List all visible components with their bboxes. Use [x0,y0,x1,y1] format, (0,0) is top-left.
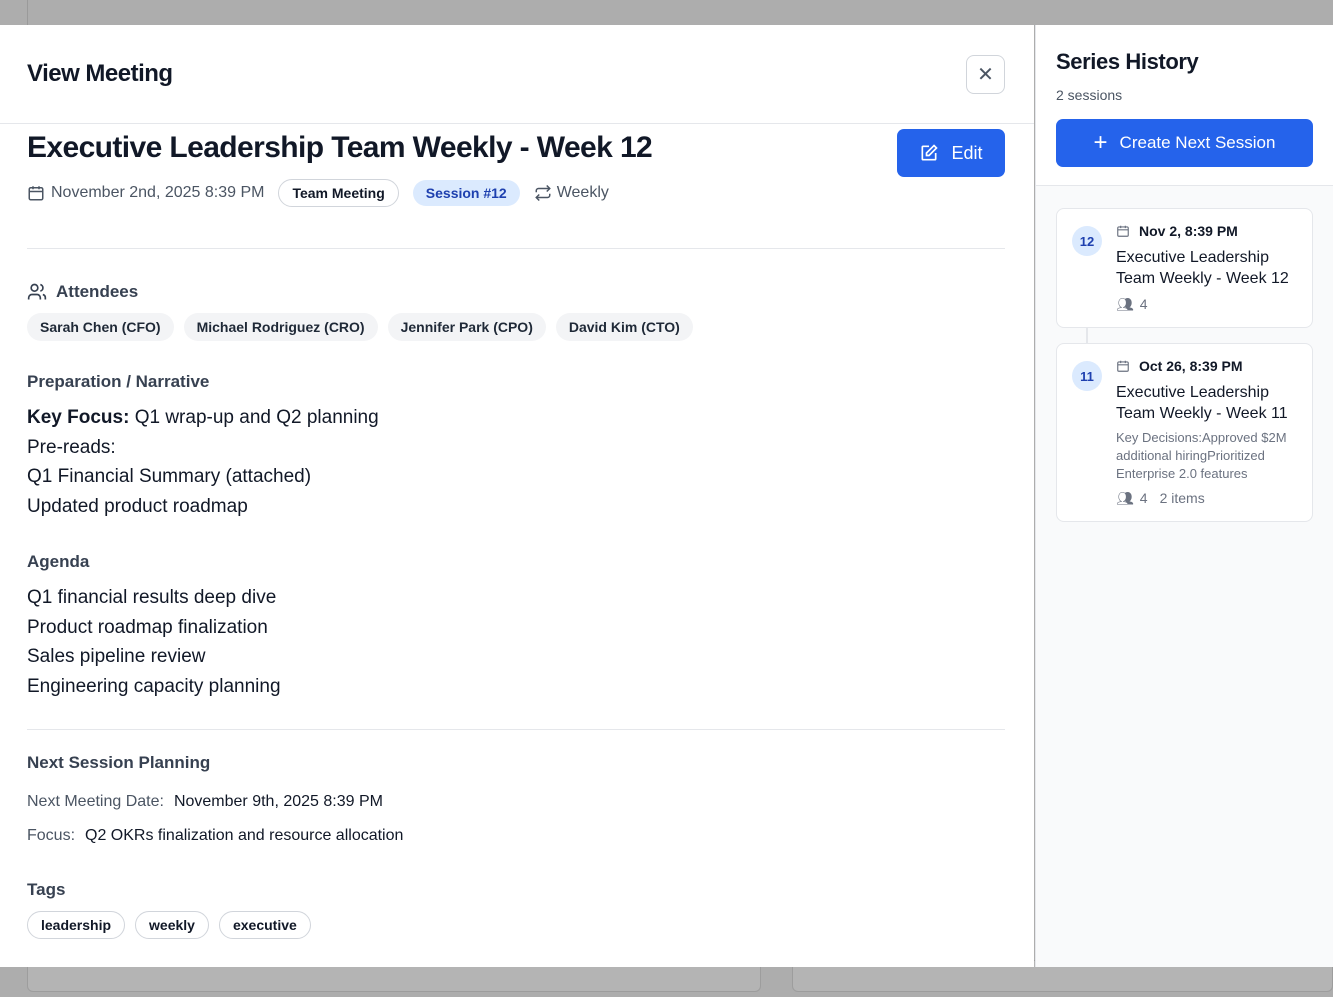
key-focus-value: Q1 wrap-up and Q2 planning [129,407,379,428]
create-next-session-button[interactable]: + Create Next Session [1056,119,1313,167]
attendee-list: Sarah Chen (CFO) Michael Rodriguez (CRO)… [27,313,693,341]
plus-icon: + [1093,129,1108,156]
calendar-icon [1117,225,1129,237]
session-badge: Session #12 [412,180,520,206]
view-meeting-modal: View Meeting ✕ [0,25,1034,967]
agenda-heading: Agenda [27,552,90,571]
session-description: Key Decisions:Approved $2M additional hi… [1116,430,1287,481]
preparation-heading: Preparation / Narrative [27,372,210,391]
calendar-icon [28,186,44,201]
session-number: 12 [1072,226,1102,256]
repeat-icon [534,184,551,202]
users-icon: 👥︎ [1116,490,1134,506]
session-date: Nov 2, 8:39 PM [1139,223,1238,239]
meeting-meta: November 2nd, 2025 8:39 PM Team Meeting … [27,179,609,207]
attendee-count: 4 [1139,490,1148,506]
preparation-line: Q1 Financial Summary (attached) [27,466,312,487]
session-title: Executive Leadership Team Weekly - Week … [1116,249,1289,287]
meeting-title: Executive Leadership Team Weekly - Week … [27,131,653,164]
divider [27,248,1005,249]
edit-label: Edit [951,142,983,163]
agenda-item: Product roadmap finalization [27,616,268,638]
agenda-list: Q1 financial results deep dive Product r… [27,583,281,701]
background-divider [27,0,28,25]
series-header: Series History 2 sessions + Create Next … [1036,25,1333,186]
close-button[interactable]: ✕ [966,55,1005,94]
timeline-connector [1086,328,1088,343]
attendee-chip: Michael Rodriguez (CRO) [183,313,378,341]
preparation-content: Key Focus: Q1 wrap-up and Q2 planning Pr… [27,403,379,521]
preparation-line: Updated product roadmap [27,495,248,517]
session-card[interactable]: 11 Oct 26, 8:39 PM Executive Leadership … [1056,343,1313,522]
next-meeting-date: Next Meeting Date: November 9th, 2025 8:3… [27,793,383,810]
modal-title: View Meeting [27,60,173,87]
divider [27,729,1005,730]
attendee-chip: David Kim (CTO) [555,313,693,341]
agenda-item: Sales pipeline review [27,646,206,667]
agenda-item: Q1 financial results deep dive [27,587,277,608]
tag-chip: weekly [135,911,209,939]
next-session-heading: Next Session Planning [27,753,211,772]
recurrence: Weekly [556,184,609,201]
session-title: Executive Leadership Team Weekly - Week … [1116,384,1288,422]
tag-chip: leadership [27,911,126,939]
tag-chip: executive [218,911,311,939]
session-card[interactable]: 12 Nov 2, 8:39 PM Executive Leadership T… [1056,208,1313,328]
session-count: 2 sessions [1056,87,1123,103]
attendee-chip: Jennifer Park (CPO) [387,313,546,341]
session-list: 12 Nov 2, 8:39 PM Executive Leadership T… [1056,208,1313,522]
series-title: Series History [1056,49,1199,74]
calendar-icon [1117,360,1129,372]
tags-heading: Tags [27,880,66,899]
session-number: 11 [1072,361,1102,391]
series-history-panel: Series History 2 sessions + Create Next … [1035,25,1333,967]
next-focus: Focus: Q2 OKRs finalization and resource … [27,827,404,844]
key-focus-label: Key Focus: [27,407,130,428]
modal-header: View Meeting ✕ [0,25,1034,124]
users-icon: 👥︎ [1116,296,1134,312]
item-count: 2 items [1159,490,1205,506]
tag-list: leadership weekly executive [27,911,311,939]
agenda-item: Engineering capacity planning [27,675,281,697]
edit-icon [921,144,939,161]
session-date: Oct 26, 8:39 PM [1139,358,1243,374]
attendees-heading: Attendees [27,282,138,302]
preparation-line: Pre-reads: [27,436,116,458]
users-icon [27,283,47,300]
attendee-chip: Sarah Chen (CFO) [27,313,174,341]
attendee-count: 4 [1139,296,1148,312]
close-icon: ✕ [977,64,994,86]
edit-button[interactable]: Edit [897,129,1005,177]
meeting-type-badge: Team Meeting [278,179,399,207]
meeting-date: November 2nd, 2025 8:39 PM [51,184,265,201]
